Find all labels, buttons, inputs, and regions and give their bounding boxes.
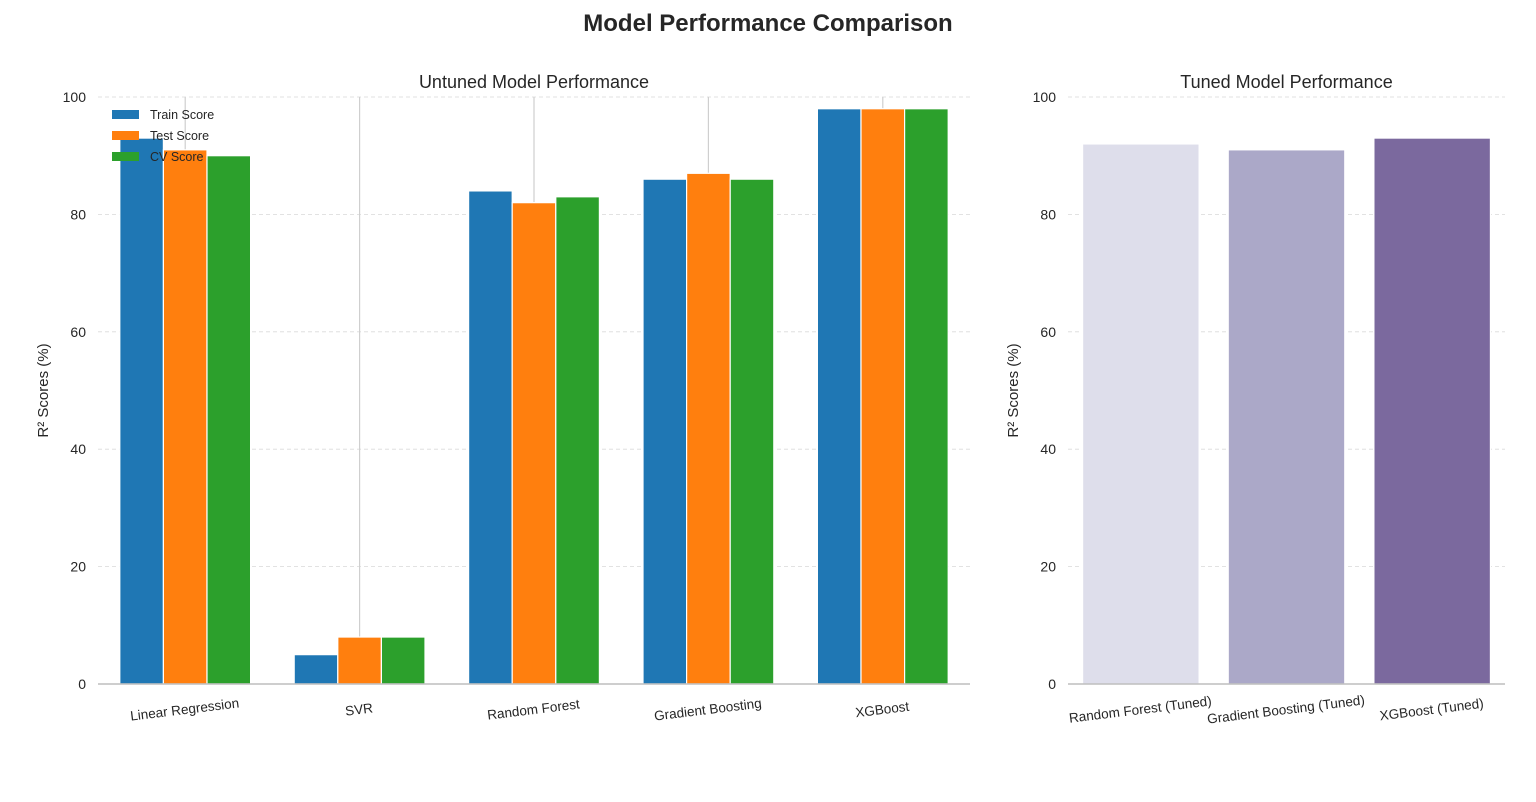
legend-swatch [112, 131, 139, 140]
x-tick-label: Linear Regression [129, 695, 240, 723]
bar-cv-score [729, 178, 775, 685]
bar-cv-score [206, 155, 252, 685]
bar-train-score [468, 190, 513, 685]
y-tick-label: 40 [1040, 441, 1056, 457]
bar-train-score [119, 137, 165, 685]
legend-swatch [112, 152, 139, 161]
x-tick-label: Gradient Boosting [653, 696, 762, 724]
chart-panel-untuned: 0 20 40 60 80 100 Linear Regression SVR Random F… [35, 72, 970, 724]
x-tick-label: XGBoost [855, 699, 911, 721]
chart-panel-tuned: 0 20 40 60 80 100 Random Forest (Tuned)Gradien… [1005, 72, 1505, 727]
figure-title: Model Performance Comparison [583, 10, 953, 37]
bar-train-score [816, 108, 862, 685]
bar-train-score [293, 654, 339, 685]
y-tick-label: 20 [70, 559, 86, 575]
y-tick-label: 60 [70, 324, 86, 340]
bar-test-score [511, 202, 557, 685]
x-tick-label: Random Forest (Tuned) [1068, 693, 1212, 725]
y-axis-label: R² Scores (%) [35, 343, 52, 437]
y-tick-label: 0 [1048, 676, 1056, 692]
y-tick-label: 80 [70, 206, 86, 222]
y-tick-label: 0 [78, 676, 86, 692]
bar-cv-score [380, 636, 426, 685]
legend-swatch [112, 110, 139, 119]
y-axis-label: R² Scores (%) [1005, 343, 1022, 437]
y-tick-label: 60 [1040, 324, 1056, 340]
y-tick-label: 100 [1033, 89, 1057, 105]
legend-label: Test Score [150, 129, 209, 143]
legend-label: Train Score [150, 108, 214, 122]
bar-tuned [1227, 149, 1346, 685]
x-tick-label: SVR [344, 700, 374, 718]
y-tick-label: 20 [1040, 559, 1056, 575]
subplot-title: Tuned Model Performance [1180, 72, 1392, 92]
bar-test-score [860, 108, 906, 685]
x-tick-label: Gradient Boosting (Tuned) [1206, 692, 1365, 726]
y-tick-label: 40 [70, 441, 86, 457]
bar-tuned [1081, 143, 1200, 685]
subplot-title: Untuned Model Performance [419, 72, 649, 92]
bar-test-score [162, 149, 208, 685]
bar-test-score [685, 172, 731, 685]
legend-label: CV Score [150, 150, 204, 164]
bar-tuned [1373, 137, 1492, 685]
bar-cv-score [903, 108, 949, 685]
legend: Train Score Test Score CV Score [112, 108, 214, 164]
bar-train-score [642, 178, 688, 685]
bar-cv-score [555, 196, 600, 685]
y-tick-label: 100 [63, 89, 87, 105]
bar-test-score [337, 636, 382, 685]
y-tick-label: 80 [1040, 206, 1056, 222]
x-tick-label: XGBoost (Tuned) [1379, 696, 1485, 724]
x-tick-label: Random Forest [486, 696, 580, 722]
